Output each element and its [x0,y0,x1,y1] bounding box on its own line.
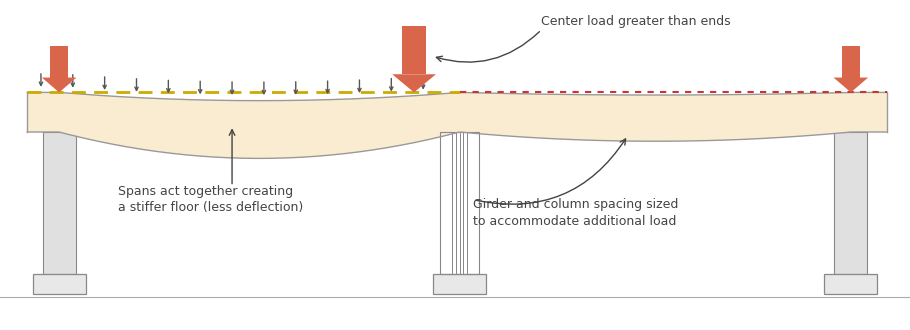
Polygon shape [42,78,76,92]
Text: Spans act together creating: Spans act together creating [118,185,293,198]
Polygon shape [27,92,887,158]
FancyArrowPatch shape [437,32,540,62]
Text: a stiffer floor (less deflection): a stiffer floor (less deflection) [118,201,304,214]
Bar [834,132,867,274]
FancyArrowPatch shape [229,130,235,184]
Text: Girder and column spacing sized: Girder and column spacing sized [473,198,679,211]
Text: Center load greater than ends: Center load greater than ends [541,15,731,28]
Bar [33,274,86,294]
Bar [50,46,68,78]
FancyArrowPatch shape [476,139,625,204]
Bar [824,274,877,294]
Bar [43,132,76,274]
Polygon shape [834,78,868,92]
Bar [842,46,860,78]
Text: to accommodate additional load: to accommodate additional load [473,214,676,228]
Bar [433,274,486,294]
Bar [440,132,480,274]
Polygon shape [392,74,436,92]
Bar [402,26,426,74]
